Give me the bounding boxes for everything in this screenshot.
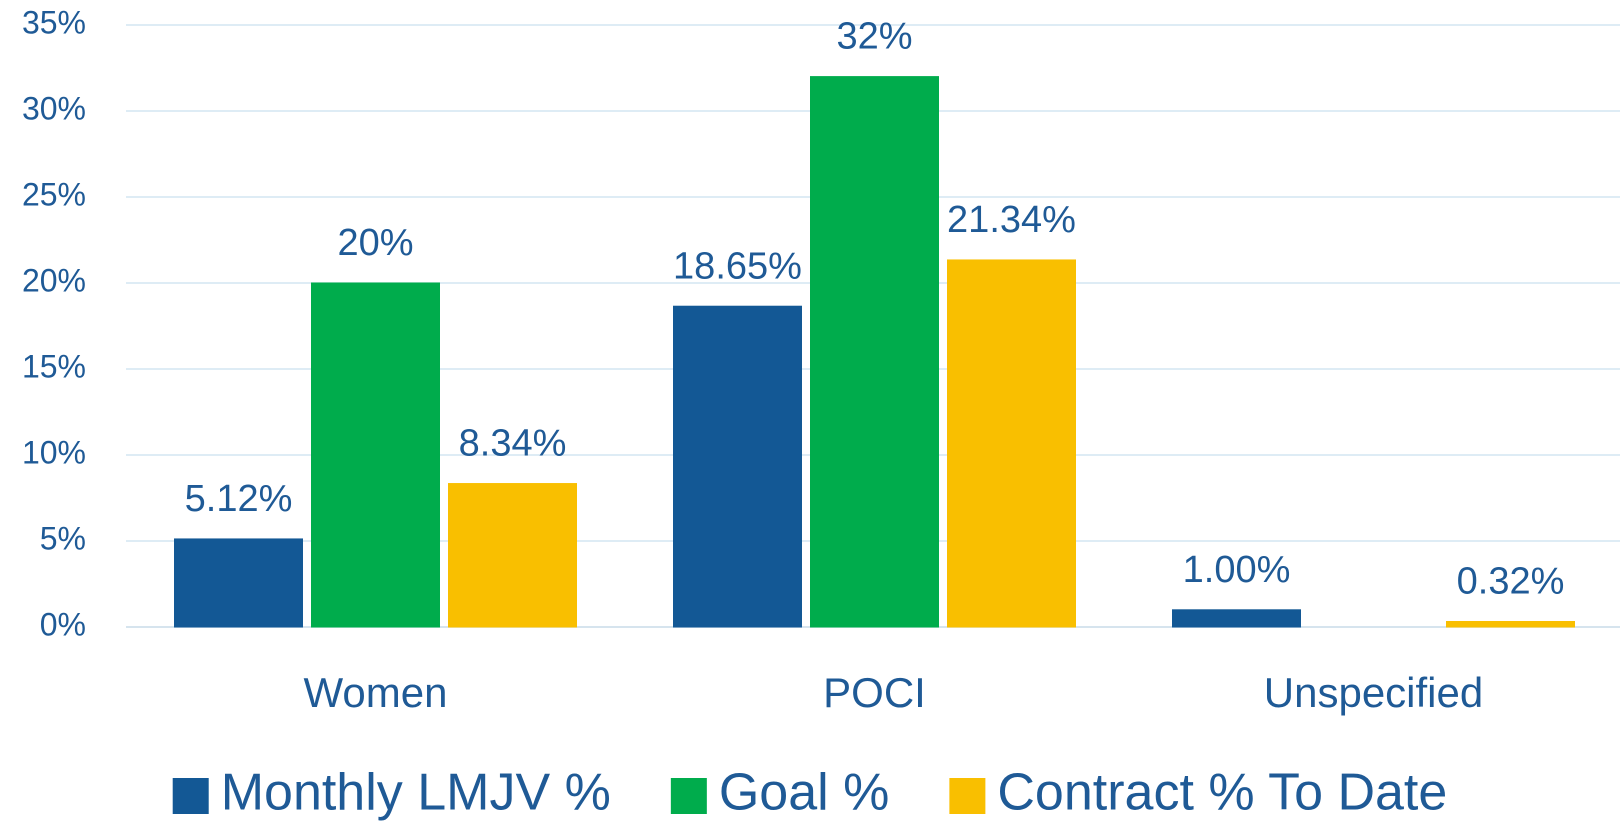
y-tick-label: 5% xyxy=(40,520,86,556)
x-tick-label: Women xyxy=(304,669,448,716)
data-label: 5.12% xyxy=(185,478,293,520)
legend-swatch xyxy=(172,778,209,814)
data-label: 1.00% xyxy=(1183,549,1291,591)
bar xyxy=(311,282,440,628)
bar xyxy=(947,259,1076,628)
y-tick-label: 15% xyxy=(22,348,86,384)
y-tick-label: 0% xyxy=(40,606,86,642)
data-label: 0.32% xyxy=(1457,561,1565,603)
bar xyxy=(810,76,939,628)
data-label: 32% xyxy=(836,16,912,58)
x-tick-label: Unspecified xyxy=(1264,669,1483,716)
bar xyxy=(673,305,802,628)
bar xyxy=(1446,620,1575,628)
legend-label: Monthly LMJV % xyxy=(221,764,611,822)
data-label: 21.34% xyxy=(947,199,1076,241)
data-label: 20% xyxy=(337,222,413,264)
data-label: 8.34% xyxy=(459,423,567,465)
y-tick-label: 20% xyxy=(22,262,86,298)
x-tick-label: POCI xyxy=(823,669,926,716)
bar xyxy=(1172,609,1301,628)
y-tick-label: 35% xyxy=(22,4,86,40)
y-tick-label: 10% xyxy=(22,434,86,470)
legend-label: Goal % xyxy=(719,764,890,822)
legend-swatch xyxy=(949,778,986,814)
legend-label: Contract % To Date xyxy=(997,764,1447,822)
legend-swatch xyxy=(670,778,707,814)
bar xyxy=(448,483,577,628)
y-tick-label: 25% xyxy=(22,176,86,212)
data-label: 18.65% xyxy=(673,245,802,287)
bar xyxy=(174,538,303,628)
y-tick-label: 30% xyxy=(22,90,86,126)
